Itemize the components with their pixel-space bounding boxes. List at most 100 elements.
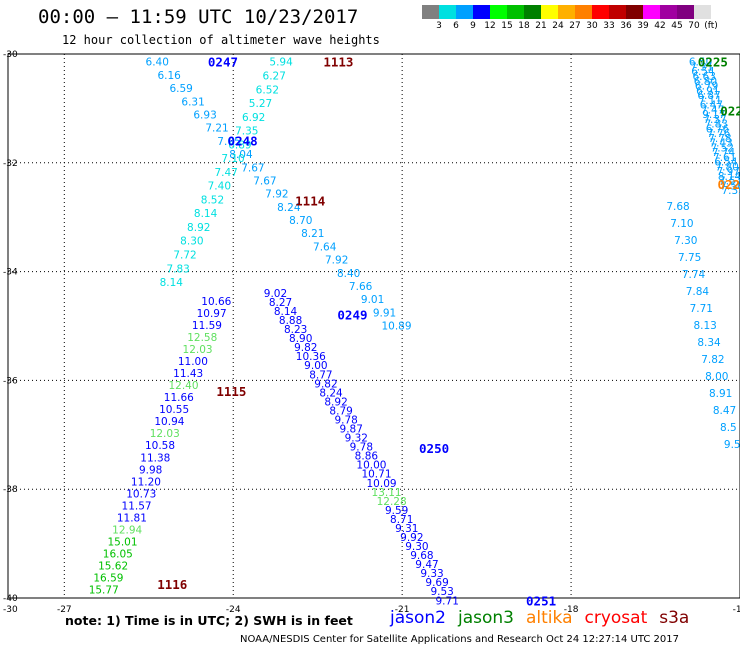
wave-height-value: 8.71 <box>390 514 413 526</box>
colorbar-label: 45 <box>671 21 683 31</box>
wave-height-value: 10.58 <box>145 440 175 452</box>
colorbar-label: 70 <box>688 21 700 31</box>
colorbar-label: 9 <box>470 21 476 31</box>
wave-height-value: 9.78 <box>334 414 357 426</box>
wave-height-value: 9.82 <box>294 342 317 354</box>
wave-height-value: 8.86 <box>355 451 379 463</box>
x-tick-label: -21 <box>395 605 410 615</box>
wave-height-value: 7.57 <box>719 176 740 188</box>
wave-height-value: 7.66 <box>349 281 373 293</box>
x-tick-label: -27 <box>57 605 72 615</box>
wave-height-value: 7.74 <box>712 147 736 159</box>
satellite-legend: jason2 jason3 altika cryosat s3a <box>390 608 701 628</box>
wave-height-value: 8.47 <box>713 405 736 417</box>
wave-height-value: 7.05 <box>217 136 240 148</box>
wave-height-value: 6.31 <box>181 96 204 108</box>
wave-height-value: 6.92 <box>242 112 265 124</box>
wave-height-value: 15.01 <box>107 536 137 548</box>
wave-height-value: 9.32 <box>345 433 368 445</box>
wave-height-value: 8.34 <box>697 337 721 349</box>
wave-height-value: 11.57 <box>122 500 152 512</box>
wave-height-value: 8.52 <box>201 194 224 206</box>
wave-height-value: 12.40 <box>168 380 198 392</box>
wave-height-value: 6.27 <box>263 70 286 82</box>
colorbar-label: 21 <box>535 21 547 31</box>
wave-height-value: 6.59 <box>169 83 192 95</box>
colorbar-swatch <box>439 5 456 19</box>
colorbar-swatch <box>575 5 592 19</box>
colorbar-swatch <box>473 5 490 19</box>
wave-height-value: 9.00 <box>304 360 327 372</box>
wave-height-value: 7.82 <box>701 354 724 366</box>
wave-height-value: 11.59 <box>192 320 222 332</box>
wave-height-value: 9.31 <box>395 523 418 535</box>
y-tick-label: -30 <box>3 50 18 60</box>
wave-height-value: 6.76 <box>706 123 730 135</box>
wave-height-value: 6.54 <box>691 66 715 78</box>
x-tick-label: -18 <box>564 605 579 615</box>
wave-height-value: 7.72 <box>173 250 196 262</box>
colorbar-swatch <box>422 5 439 19</box>
y-tick-label: -40 <box>3 594 18 604</box>
wave-height-value: 7.35 <box>235 126 258 138</box>
wave-height-value: 8.90 <box>289 333 312 345</box>
wave-height-value: 12.94 <box>112 524 142 536</box>
wave-height-value: 6.52 <box>256 84 279 96</box>
y-tick-label: -32 <box>3 159 18 169</box>
wave-height-value: 6.50 <box>689 57 712 69</box>
wave-height-value: 10.36 <box>296 351 326 363</box>
colorbar-label: 30 <box>586 21 598 31</box>
wave-height-value: 8.24 <box>319 387 343 399</box>
wave-height-value: 12.28 <box>377 496 407 508</box>
wave-height-value: 9.98 <box>139 464 162 476</box>
pass-time-label: 0247 <box>208 55 238 70</box>
wave-height-value: 9.68 <box>410 550 433 562</box>
footer-credit: NOAA/NESDIS Center for Satellite Applica… <box>240 634 679 645</box>
wave-height-value: 7.83 <box>705 119 728 131</box>
pass-time-label: 1113 <box>323 55 353 70</box>
page-subtitle: 12 hour collection of altimeter wave hei… <box>62 33 380 47</box>
wave-height-value: 7.10 <box>670 218 693 230</box>
wave-height-value: 7.10 <box>221 153 244 165</box>
wave-height-value: 8.27 <box>269 297 292 309</box>
wave-height-value: 8.14 <box>194 208 218 220</box>
wave-height-value: 8.14 <box>160 277 184 289</box>
wave-height-value: 7.47 <box>701 104 724 116</box>
wave-height-value: 8.92 <box>324 396 347 408</box>
colorbar-swatch <box>677 5 694 19</box>
wave-height-value: 12.58 <box>187 332 217 344</box>
wave-height-value: 9.82 <box>314 378 337 390</box>
legend-jason2: jason2 <box>390 608 446 628</box>
wave-height-value: 6.80 <box>694 76 717 88</box>
pass-time-label: 0225 <box>698 55 728 70</box>
wave-height-value: 11.66 <box>164 392 194 404</box>
page-title: 00:00 – 11:59 UTC 10/23/2017 <box>38 6 359 28</box>
wave-height-value: 8.14 <box>274 306 298 318</box>
wave-height-value: 10.89 <box>381 321 411 333</box>
wave-height-value: 7.43 <box>709 138 732 150</box>
pass-time-label: 1116 <box>157 577 187 592</box>
pass-time-label: 0226 <box>720 104 740 119</box>
wave-height-value: 7.52 <box>711 142 734 154</box>
wave-height-value: 7.83 <box>166 263 189 275</box>
wave-height-value: 9.71 <box>436 595 459 607</box>
wave-height-value: 9.69 <box>425 577 448 589</box>
note-text: note: 1) Time is in UTC; 2) SWH is in fe… <box>65 613 353 628</box>
wave-height-value: 6.87 <box>697 90 720 102</box>
colorbar-label: 24 <box>552 21 564 31</box>
colorbar-label: 12 <box>484 21 496 31</box>
wave-height-value: 7.68 <box>666 201 689 213</box>
colorbar-swatch <box>541 5 558 19</box>
wave-height-value: 8.77 <box>309 369 332 381</box>
wave-height-value: 7.64 <box>313 241 337 253</box>
wave-height-value: 10.09 <box>367 478 397 490</box>
wave-height-value: 7.40 <box>208 181 231 193</box>
wave-height-value: 12.03 <box>183 344 213 356</box>
wave-height-value: 9.47 <box>415 559 438 571</box>
wave-height-value: 10.73 <box>126 488 156 500</box>
wave-height-value: 11.38 <box>140 452 170 464</box>
wave-height-value: 7.31 <box>690 61 713 73</box>
wave-height-value: 7.67 <box>241 162 264 174</box>
